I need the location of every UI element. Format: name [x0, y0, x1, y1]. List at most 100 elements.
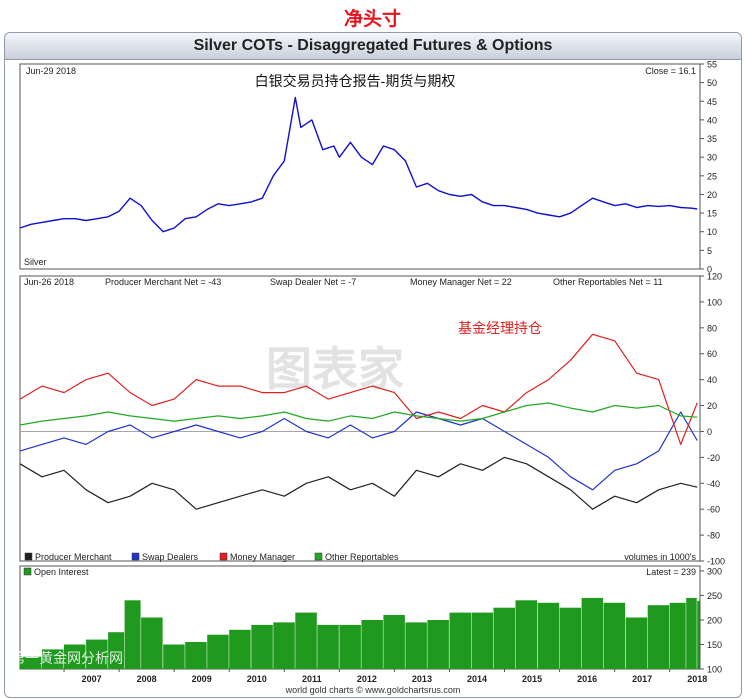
oi-latest-label: Latest = 239: [646, 567, 696, 577]
y-tick-label: 5: [707, 246, 712, 256]
open-interest-bar: [339, 624, 361, 669]
watermark-center: 图表家: [266, 343, 404, 395]
open-interest-bar: [185, 642, 207, 669]
open-interest-bar: [515, 600, 537, 669]
price-subtitle: 白银交易员持仓报告-期货与期权: [255, 73, 456, 89]
panel-box-0: [19, 63, 701, 270]
open-interest-bar: [295, 612, 317, 669]
watermark-bottom: 第一黄金网分析网: [11, 650, 123, 666]
legend-swatch: [314, 552, 323, 561]
y-tick-label: 0: [707, 265, 712, 275]
units-note: volumes in 1000's: [624, 552, 696, 562]
x-tick-label: 2008: [137, 674, 157, 684]
y-tick-label: 120: [707, 272, 722, 282]
legend-label: Swap Dealers: [142, 552, 199, 562]
y-tick-label: 80: [707, 323, 717, 333]
close-label: Close = 16.1: [645, 66, 696, 76]
y-tick-label: -40: [707, 479, 720, 489]
y-tick-label: -80: [707, 531, 720, 541]
x-tick-label: 2011: [302, 674, 322, 684]
open-interest-bar: [471, 612, 493, 669]
open-interest-bar: [163, 644, 185, 669]
net-label: Swap Dealer Net = -7: [270, 277, 356, 287]
open-interest-bar: [251, 624, 273, 669]
legend-swatch: [219, 552, 228, 561]
y-tick-label: 40: [707, 115, 717, 125]
open-interest-bar: [427, 620, 449, 669]
silver-price-line: [19, 96, 698, 233]
y-tick-label: 15: [707, 209, 717, 219]
x-tick-label: 2014: [467, 674, 487, 684]
oi-series-label: Open Interest: [34, 567, 89, 577]
panel-box-1: [19, 275, 701, 562]
price-series-label: Silver: [24, 257, 47, 267]
open-interest-bar: [669, 602, 686, 669]
y-tick-label: 150: [707, 640, 722, 650]
x-tick-label: 2007: [82, 674, 102, 684]
y-tick-label: 60: [707, 349, 717, 359]
open-interest-bar: [697, 600, 700, 669]
open-interest-bar: [625, 617, 648, 669]
open-interest-bar: [405, 622, 427, 669]
open-interest-bar: [124, 600, 141, 669]
open-interest-bar: [383, 615, 405, 669]
legend-swatch: [24, 552, 33, 561]
legend-label: Other Reportables: [325, 552, 399, 562]
y-tick-label: 300: [707, 566, 722, 576]
net-label: Other Reportables Net = 11: [553, 277, 663, 287]
price-date-label: Jun-29 2018: [26, 66, 76, 76]
cot-date-label: Jun-26 2018: [24, 277, 74, 287]
x-tick-label: 2018: [687, 674, 707, 684]
legend-swatch: [131, 552, 140, 561]
other-reportables-line: [19, 402, 698, 426]
open-interest-bar: [108, 632, 125, 669]
y-tick-label: 10: [707, 227, 717, 237]
x-tick-label: 2009: [192, 674, 212, 684]
net-label: Money Manager Net = 22: [410, 277, 512, 287]
producer-merchant-line: [19, 456, 698, 510]
page-heading: 净头寸: [343, 8, 401, 30]
y-tick-label: 50: [707, 78, 717, 88]
open-interest-bar: [603, 602, 626, 669]
y-tick-label: -100: [707, 557, 725, 567]
y-tick-label: -60: [707, 505, 720, 515]
open-interest-bar: [207, 634, 229, 669]
y-tick-label: 250: [707, 591, 722, 601]
open-interest-bar: [86, 639, 108, 669]
open-interest-bar: [20, 656, 42, 669]
y-tick-label: 0: [707, 427, 712, 437]
open-interest-bar: [42, 649, 64, 669]
y-tick-label: 30: [707, 153, 717, 163]
chart-title: Silver COTs - Disaggregated Futures & Op…: [5, 33, 741, 60]
x-tick-label: 2016: [577, 674, 597, 684]
legend-label: Money Manager: [230, 552, 295, 562]
x-tick-label: 2013: [412, 674, 432, 684]
x-tick-label: 2010: [247, 674, 267, 684]
net-label: Producer Merchant Net = -43: [105, 277, 221, 287]
y-tick-label: 40: [707, 375, 717, 385]
open-interest-bar: [141, 617, 163, 669]
watermark-bottom-url: www.yizhi.com: [14, 670, 74, 680]
y-tick-label: 25: [707, 171, 717, 181]
y-tick-label: 200: [707, 615, 722, 625]
open-interest-bar: [317, 624, 339, 669]
open-interest-bar: [559, 607, 582, 669]
open-interest-bar: [229, 629, 251, 669]
y-tick-label: 20: [707, 190, 717, 200]
open-interest-bar: [361, 620, 383, 669]
open-interest-bar: [493, 607, 515, 669]
open-interest-bar: [537, 602, 560, 669]
money-manager-line: [19, 333, 698, 445]
cot-chart: 0 5 10 15 20 25 30 35 40 45 50 55 -100 -80 -60 -40 -20 0 2…: [11, 60, 725, 696]
footer-credit: world gold charts © www.goldchartsrus.co…: [285, 685, 461, 695]
x-tick-label: 2015: [522, 674, 542, 684]
y-tick-label: 35: [707, 134, 717, 144]
money-manager-annotation: 基金经理持仓: [458, 320, 542, 336]
open-interest-bar: [581, 597, 604, 669]
oi-legend-swatch: [23, 567, 32, 576]
y-tick-label: -20: [707, 453, 720, 463]
y-tick-label: 45: [707, 97, 717, 107]
y-tick-label: 20: [707, 401, 717, 411]
x-tick-label: 2012: [357, 674, 377, 684]
y-tick-label: 100: [707, 297, 722, 307]
